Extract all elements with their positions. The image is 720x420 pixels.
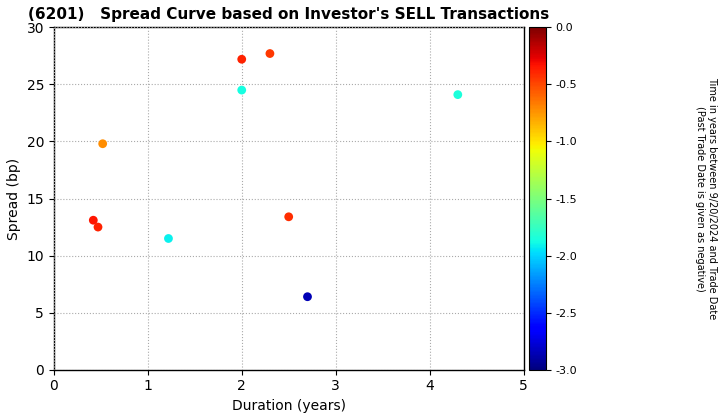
Y-axis label: Spread (bp): Spread (bp) <box>7 158 21 239</box>
Point <box>283 213 294 220</box>
Y-axis label: Time in years between 9/20/2024 and Trade Date
(Past Trade Date is given as nega: Time in years between 9/20/2024 and Trad… <box>696 77 717 320</box>
Point <box>236 87 248 93</box>
X-axis label: Duration (years): Duration (years) <box>232 399 346 413</box>
Point <box>236 56 248 63</box>
Point <box>88 217 99 223</box>
Point <box>92 224 104 231</box>
Point <box>97 140 109 147</box>
Point <box>302 293 313 300</box>
Point <box>452 91 464 98</box>
Title: (6201)   Spread Curve based on Investor's SELL Transactions: (6201) Spread Curve based on Investor's … <box>28 7 549 22</box>
Point <box>163 235 174 242</box>
Point <box>264 50 276 57</box>
